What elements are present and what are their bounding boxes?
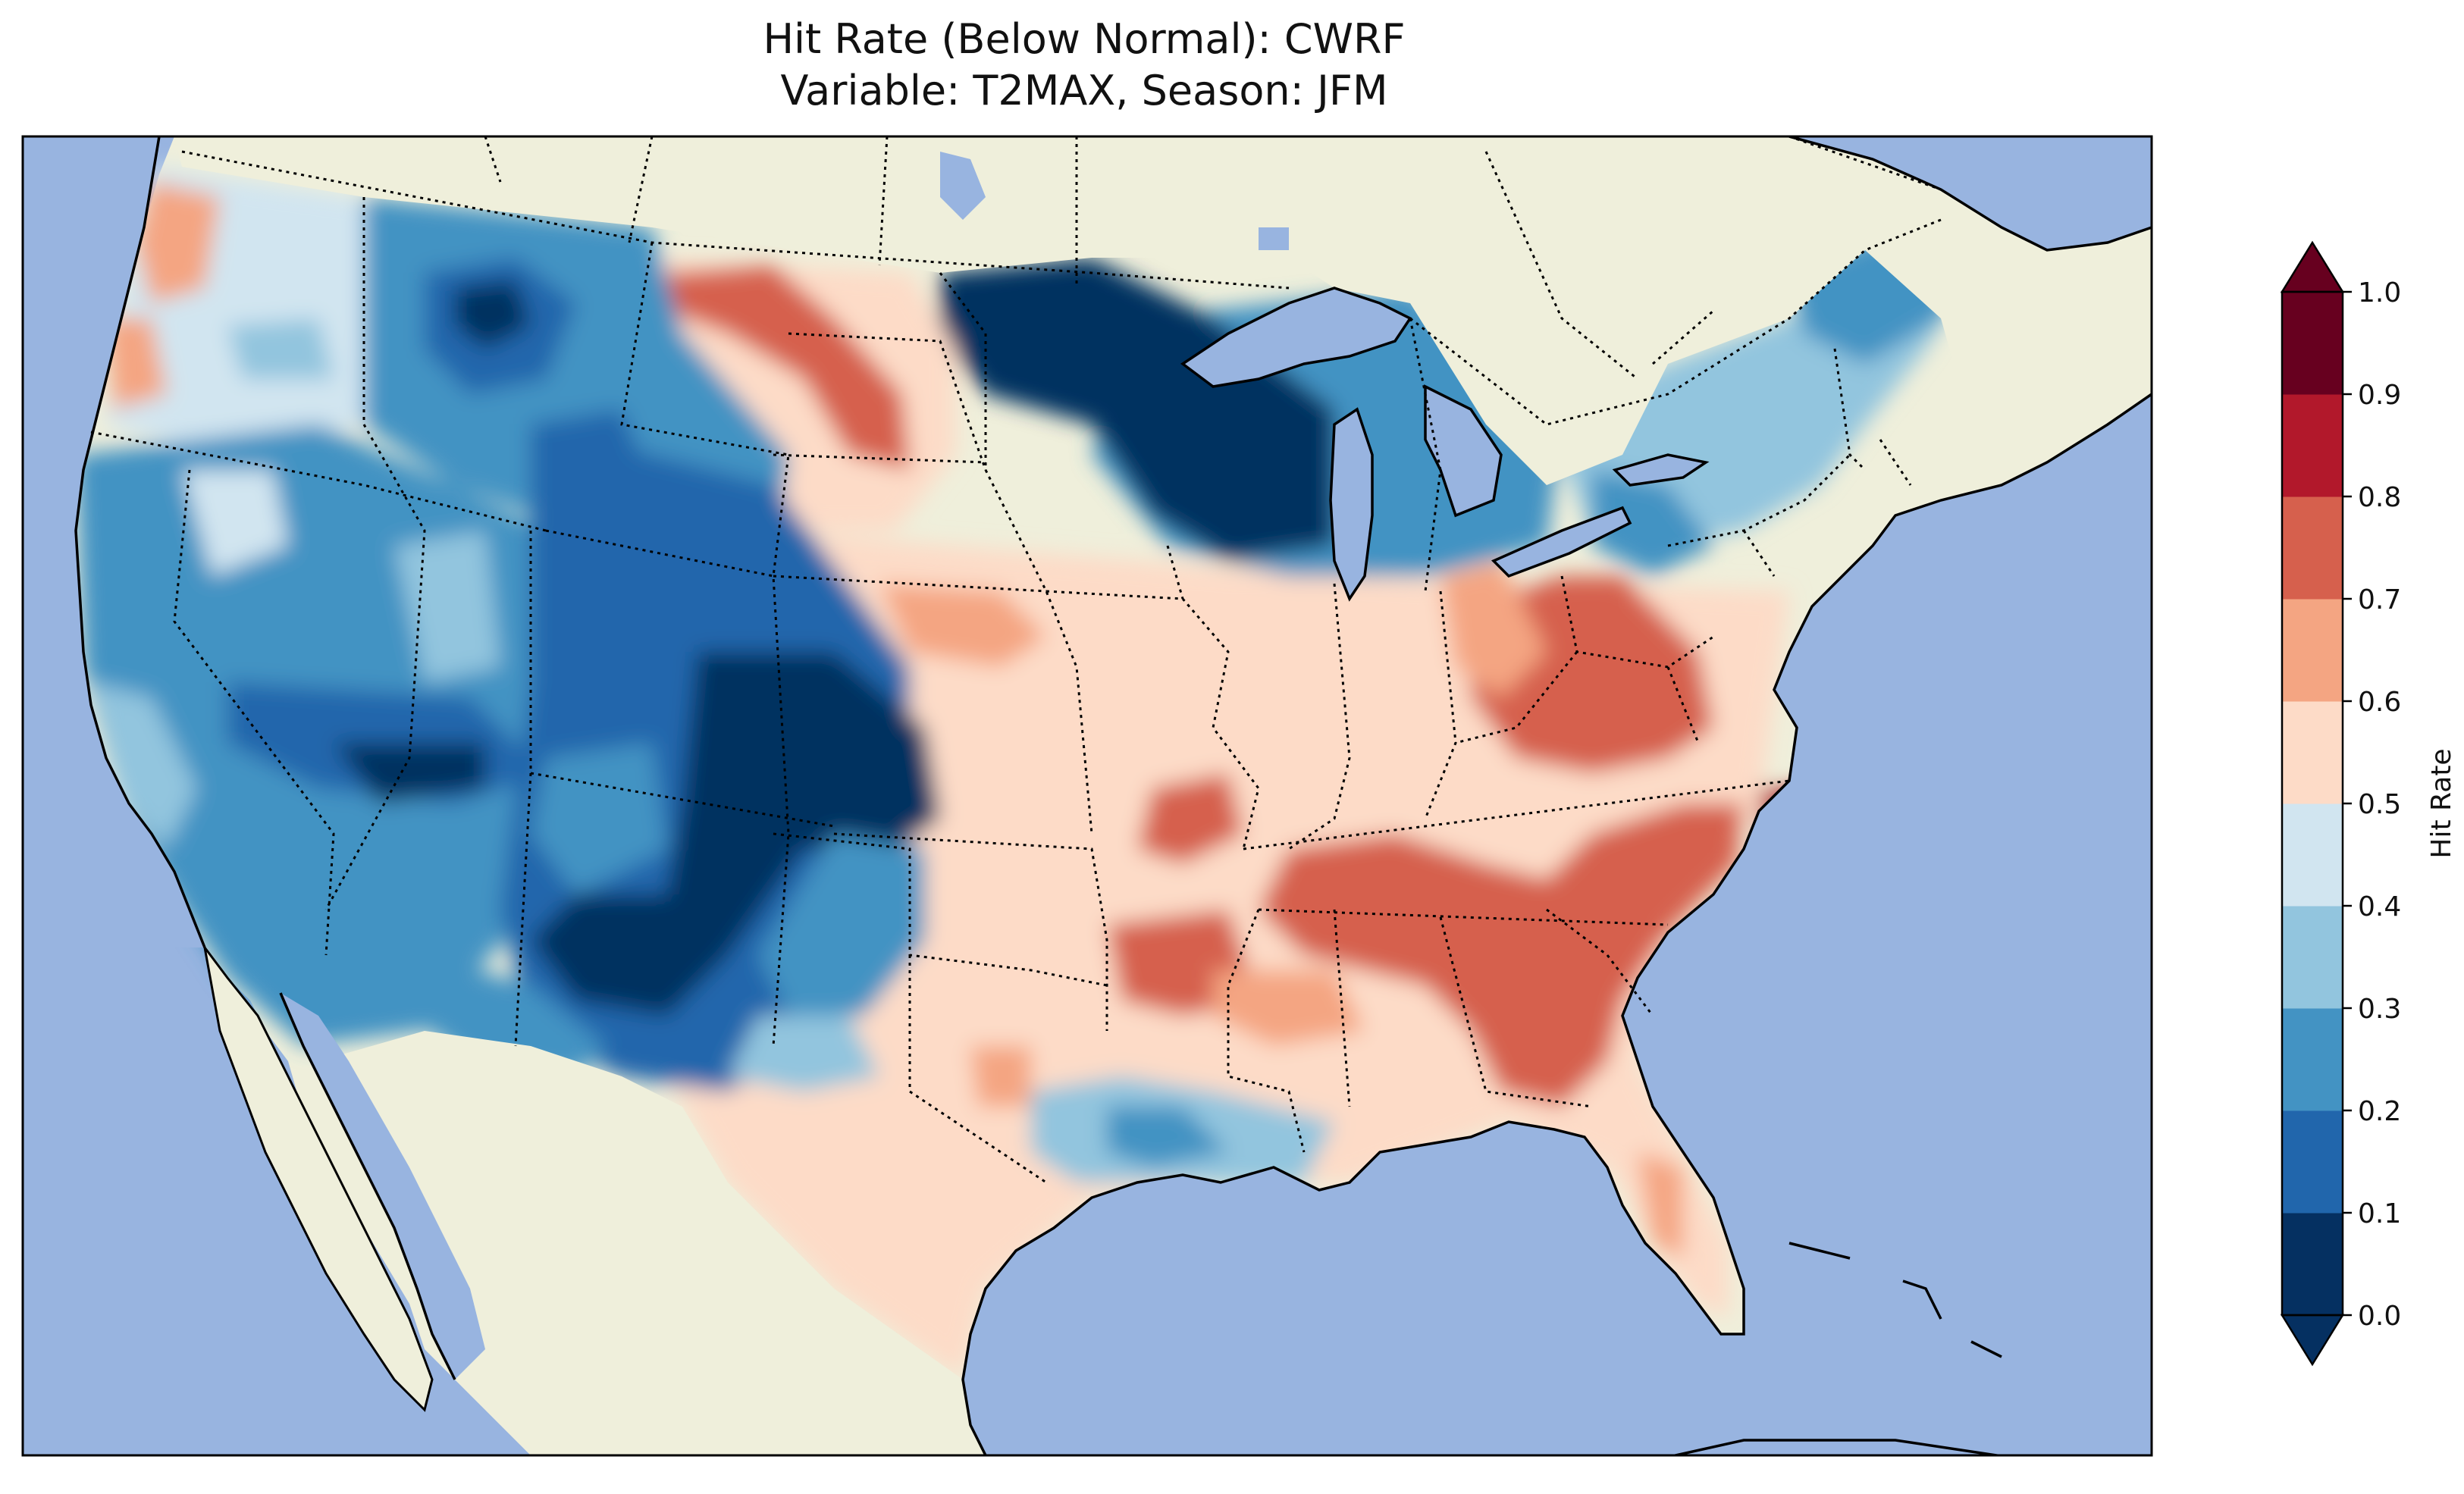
region-minnesota-wisconsin xyxy=(940,258,1334,561)
map-frame xyxy=(21,135,2153,1457)
gulf-mask xyxy=(963,1122,2152,1455)
colorbar-block-3 xyxy=(2282,906,2343,1009)
colorbar-block-2 xyxy=(2282,1008,2343,1111)
colorbar-block-0 xyxy=(2282,1213,2343,1316)
colorbar-block-4 xyxy=(2282,803,2343,907)
atlantic-mask xyxy=(1622,394,2152,1334)
colorbar-tick-label: 0.6 xyxy=(2358,687,2401,718)
colorbar-block-1 xyxy=(2282,1110,2343,1214)
colorbar-block-9 xyxy=(2282,292,2343,395)
colorbar-tick-label: 0.3 xyxy=(2358,994,2401,1025)
state-borders xyxy=(90,136,1942,1184)
region-southeast xyxy=(1259,803,1744,1107)
coastlines xyxy=(74,136,2152,1455)
map-title-line2: Variable: T2MAX, Season: JFM xyxy=(780,67,1388,114)
colorbar-block-6 xyxy=(2282,599,2343,702)
colorbar-tick-label: 1.0 xyxy=(2358,277,2401,309)
colorbar-tick-label: 0.7 xyxy=(2358,584,2401,615)
colorbar-tick-label: 0.1 xyxy=(2358,1198,2401,1229)
colorbar-block-5 xyxy=(2282,701,2343,804)
colorbar-tick-label: 0.2 xyxy=(2358,1096,2401,1127)
colorbar-label: Hit Rate xyxy=(2426,748,2457,858)
pacific-mask xyxy=(23,136,205,947)
colorbar-tick-label: 0.8 xyxy=(2358,482,2401,513)
region-colorado-new-mexico xyxy=(531,652,940,1016)
colorbar-tick-label: 0.4 xyxy=(2358,891,2401,922)
colorbar-tick-label: 0.9 xyxy=(2358,380,2401,411)
colorbar-block-8 xyxy=(2282,394,2343,497)
map-title-line1: Hit Rate (Below Normal): CWRF xyxy=(763,15,1406,63)
colorbar-block-7 xyxy=(2282,496,2343,600)
colorbar-tick-label: 0.0 xyxy=(2358,1301,2401,1332)
land-canada xyxy=(174,136,2152,485)
colorbar-tick-label: 0.5 xyxy=(2358,789,2401,820)
colorbar-lower-extend xyxy=(2280,1314,2345,1367)
colorbar-upper-extend xyxy=(2280,240,2345,293)
colorbar: 0.0 0.1 0.2 0.3 0.4 0.5 0.6 0.7 0.8 0.9 1.0 Hit Ra… xyxy=(2280,240,2457,1367)
